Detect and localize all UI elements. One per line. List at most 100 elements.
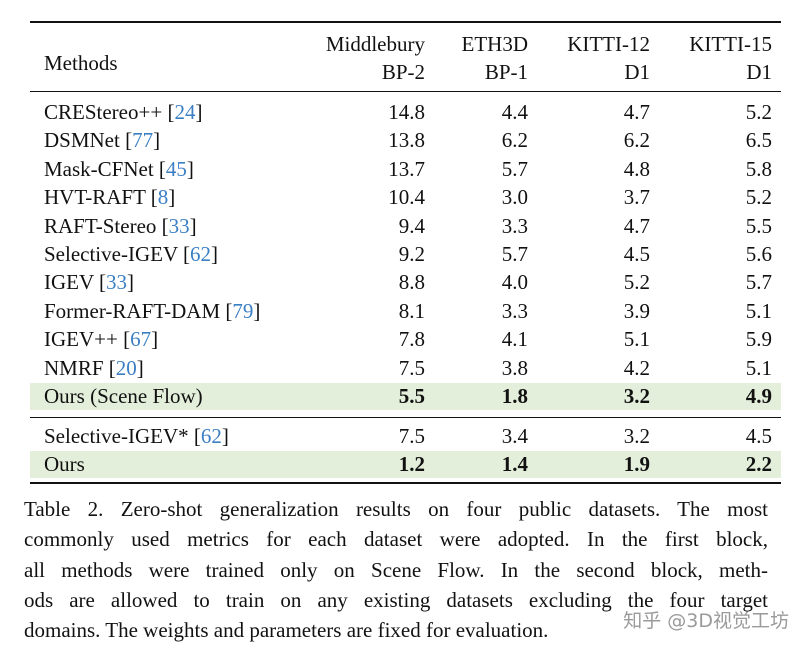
citation: 45: [165, 156, 187, 181]
value-cell: 5.2: [745, 185, 772, 210]
column-header: D1: [624, 60, 650, 84]
method-cell: DSMNet [77]: [44, 126, 160, 154]
method-cell: Ours (Scene Flow): [44, 382, 203, 410]
method-name: NMRF: [44, 355, 104, 380]
bracket: ]: [186, 156, 194, 181]
column-header: BP-1: [484, 60, 528, 84]
method-name: Mask-CFNet: [44, 156, 154, 181]
value-cell: 5.5: [745, 213, 772, 238]
value-cell: 5.7: [501, 242, 528, 266]
bracket: [: [150, 185, 158, 210]
bracket: ]: [221, 424, 229, 448]
value-cell: 13.7: [388, 156, 425, 181]
value-cell: 5.1: [745, 355, 772, 380]
value-cell: 4.9: [745, 384, 772, 408]
bottom-rule: [30, 482, 781, 484]
value-cell: 9.4: [398, 213, 425, 238]
method-name: Selective-IGEV*: [44, 424, 189, 448]
bracket: [: [161, 213, 169, 238]
bracket: [: [108, 355, 116, 380]
bracket: ]: [136, 355, 144, 380]
method-cell: NMRF [20]: [44, 354, 144, 382]
value-cell: 1.4: [501, 452, 528, 477]
value-cell: 10.4: [388, 185, 425, 210]
value-cell: 6.2: [501, 128, 528, 153]
bracket: [: [123, 327, 131, 352]
value-cell: 4.5: [745, 424, 772, 448]
value-cell: 14.8: [388, 100, 425, 124]
value-cell: 5.9: [745, 327, 772, 352]
value-cell: 4.1: [501, 327, 528, 352]
bracket: [: [125, 128, 133, 153]
method-cell: RAFT-Stereo [33]: [44, 212, 197, 240]
value-cell: 5.2: [745, 100, 772, 124]
citation: 79: [232, 298, 254, 323]
column-header: D1: [746, 60, 772, 84]
block-rule: [30, 417, 781, 418]
method-cell: Former-RAFT-DAM [79]: [44, 297, 260, 325]
citation: 8: [157, 185, 169, 210]
value-cell: 3.4: [501, 424, 528, 448]
method-cell: Mask-CFNet [45]: [44, 155, 194, 183]
bracket: [: [193, 424, 201, 448]
method-name: Former-RAFT-DAM: [44, 298, 221, 323]
method-name: HVT-RAFT: [44, 185, 146, 210]
citation: 62: [189, 242, 211, 266]
method-name: CREStereo++: [44, 100, 163, 124]
column-header: KITTI-12: [567, 32, 650, 56]
value-cell: 5.2: [623, 270, 650, 295]
value-cell: 4.4: [501, 100, 528, 124]
value-cell: 3.7: [623, 185, 650, 210]
method-name: IGEV++: [44, 327, 118, 352]
value-cell: 3.9: [623, 298, 650, 323]
method-cell: Selective-IGEV* [62]: [44, 422, 229, 450]
value-cell: 1.2: [398, 452, 425, 477]
value-cell: 6.5: [745, 128, 772, 153]
value-cell: 1.9: [623, 452, 650, 477]
bracket: ]: [127, 270, 135, 295]
value-cell: 7.8: [398, 327, 425, 352]
bracket: [: [167, 100, 175, 124]
value-cell: 2.2: [745, 452, 772, 477]
value-cell: 4.0: [501, 270, 528, 295]
bracket: ]: [253, 298, 261, 323]
value-cell: 6.2: [623, 128, 650, 153]
citation: 20: [115, 355, 137, 380]
method-cell: HVT-RAFT [8]: [44, 183, 175, 211]
citation: 33: [106, 270, 128, 295]
value-cell: 5.7: [745, 270, 772, 295]
bracket: [: [99, 270, 107, 295]
method-cell: IGEV [33]: [44, 268, 134, 296]
caption-line: domains. The weights and parameters are …: [24, 618, 549, 643]
method-name: Selective-IGEV: [44, 242, 178, 266]
header-rule: [30, 91, 781, 92]
citation: 77: [132, 128, 154, 153]
bracket: ]: [189, 213, 197, 238]
value-cell: 4.2: [623, 355, 650, 380]
value-cell: 5.1: [745, 298, 772, 323]
value-cell: 5.8: [745, 156, 772, 181]
method-cell: CREStereo++ [24]: [44, 98, 202, 126]
value-cell: 9.2: [398, 242, 425, 266]
value-cell: 7.5: [398, 355, 425, 380]
caption-line: Table 2. Zero-shot generalization result…: [24, 497, 768, 521]
bracket: ]: [210, 242, 218, 266]
bracket: [: [158, 156, 166, 181]
value-cell: 3.0: [501, 185, 528, 210]
value-cell: 5.1: [623, 327, 650, 352]
bracket: ]: [168, 185, 176, 210]
watermark: 知乎 @3D视觉工坊: [623, 610, 789, 632]
value-cell: 3.3: [501, 213, 528, 238]
value-cell: 7.5: [398, 424, 425, 448]
method-cell: IGEV++ [67]: [44, 325, 158, 353]
column-header: ETH3D: [461, 32, 529, 56]
citation: 67: [130, 327, 152, 352]
value-cell: 13.8: [388, 128, 425, 153]
method-name: Ours: [44, 452, 85, 477]
column-header: KITTI-15: [689, 32, 772, 56]
citation: 33: [168, 213, 190, 238]
column-header: Methods: [44, 51, 118, 75]
method-name: Ours (Scene Flow): [44, 384, 203, 408]
value-cell: 3.8: [501, 355, 528, 380]
